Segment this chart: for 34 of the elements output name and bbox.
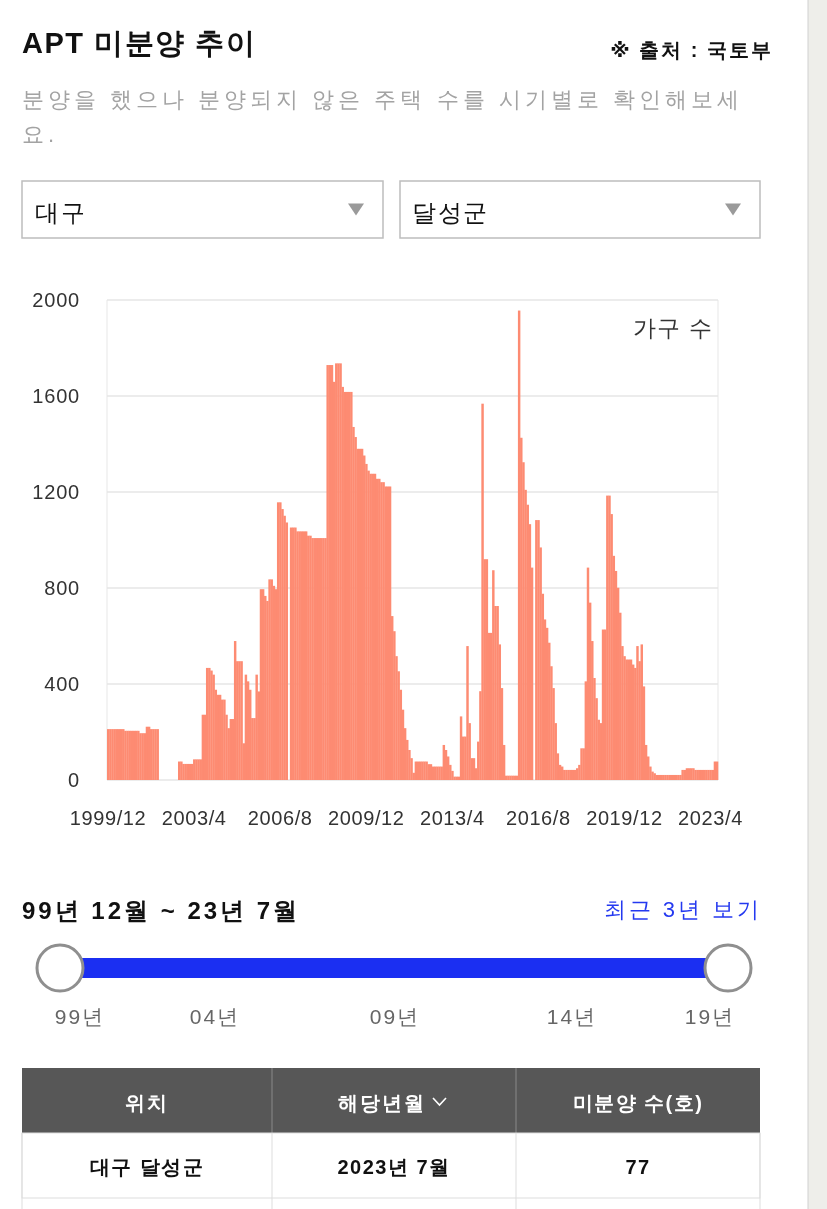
table-cell: 대구 달성군 (89, 1156, 205, 1178)
y-tick-label: 2000 (32, 289, 80, 311)
x-tick-label: 2016/8 (505, 807, 571, 829)
x-tick-label: 2003/4 (161, 807, 227, 829)
table-header: 미분양 수(호) (572, 1092, 704, 1114)
slider-tick: 04년 (189, 1005, 241, 1028)
x-tick-label: 2013/4 (419, 807, 485, 829)
subtitle: 분양을 했으나 분양되지 않은 주택 수를 시기별로 확인해보세 (22, 87, 743, 112)
x-tick-label: 2006/8 (247, 807, 313, 829)
dropdown-value: 달성군 (412, 199, 489, 226)
range-text: 99년 12월 ~ 23년 7월 (22, 897, 301, 924)
title: APT 미분양 추이 (22, 27, 257, 59)
subtitle: 요. (22, 122, 59, 147)
x-tick-label: 1999/12 (69, 807, 147, 829)
slider-tick: 14년 (546, 1005, 598, 1028)
table-cell: 77 (625, 1156, 651, 1178)
table-header: 해당년월 (338, 1092, 426, 1114)
table-header: 위치 (125, 1092, 169, 1114)
y-tick-label: 1200 (32, 481, 80, 503)
y-tick-label: 800 (44, 577, 80, 599)
slider-tick: 99년 (54, 1005, 106, 1028)
x-tick-label: 2019/12 (586, 807, 663, 829)
y-tick-label: 1600 (32, 385, 80, 407)
y-tick-label: 0 (68, 769, 80, 791)
slider-tick: 09년 (369, 1005, 421, 1028)
slider-tick: 19년 (684, 1005, 736, 1028)
table-cell: 2023년 7월 (337, 1156, 451, 1178)
source: ※ 출처 : 국토부 (610, 39, 773, 61)
dropdown-value: 대구 (35, 199, 86, 226)
x-tick-label: 2009/12 (328, 807, 405, 829)
link: 최근 3년 보기 (603, 897, 762, 922)
x-tick-label: 2023/4 (678, 807, 743, 829)
y-tick-label: 400 (44, 673, 80, 695)
y-axis-title: 가구 수 (632, 315, 714, 341)
